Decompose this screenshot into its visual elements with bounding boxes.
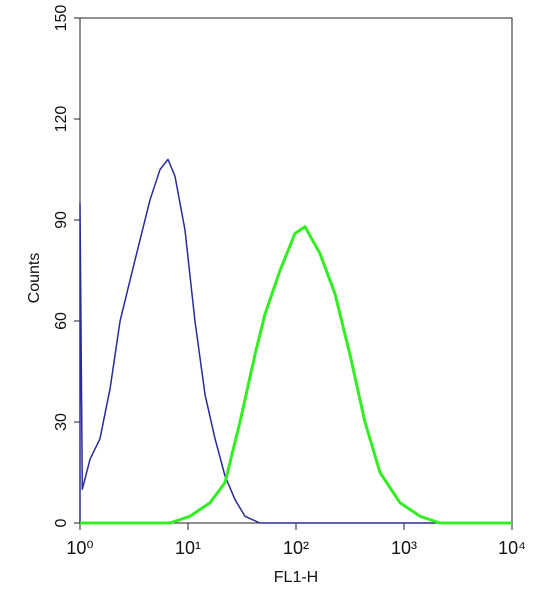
y-tick-label: 0 xyxy=(53,518,70,527)
histogram-line xyxy=(80,225,512,525)
x-axis-label: FL1-H xyxy=(274,569,318,586)
y-axis-label: Counts xyxy=(26,253,43,304)
x-tick-label: 10⁴ xyxy=(498,538,526,558)
y-tick-label: 30 xyxy=(53,413,70,431)
x-tick-label: 10² xyxy=(283,538,309,558)
y-tick-label: 120 xyxy=(53,106,70,133)
histogram-line xyxy=(79,158,512,524)
x-tick-label: 10³ xyxy=(391,538,417,558)
x-tick-label: 10⁰ xyxy=(66,538,93,558)
y-tick-label: 60 xyxy=(53,312,70,330)
y-tick-label: 90 xyxy=(53,211,70,229)
x-tick-label: 10¹ xyxy=(175,538,201,558)
plot-frame xyxy=(79,17,513,524)
y-tick-label: 150 xyxy=(53,5,70,32)
